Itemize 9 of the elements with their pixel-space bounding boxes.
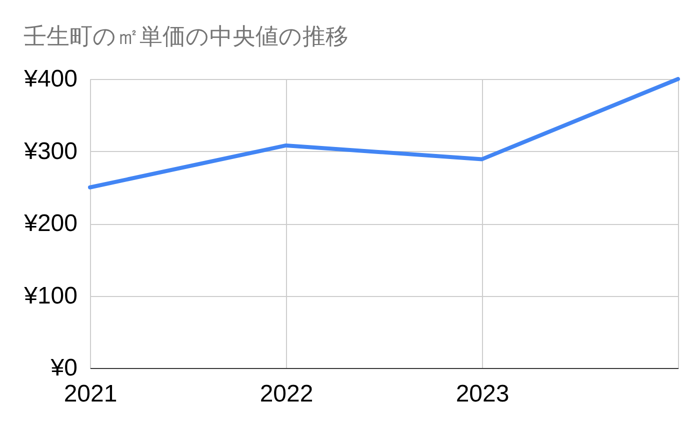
y-tick-label: ¥300 [23,138,78,165]
x-tick-label: 2022 [260,380,314,408]
y-tick-label: ¥0 [50,354,78,382]
y-tick-label: ¥200 [23,210,78,237]
y-tick-label: ¥100 [23,282,78,310]
chart-title: 壬生町の㎡単価の中央値の推移 [24,23,349,49]
x-tick-label: 2021 [64,380,118,408]
x-tick-label: 2023 [456,380,510,408]
y-tick-label: ¥400 [23,66,78,92]
